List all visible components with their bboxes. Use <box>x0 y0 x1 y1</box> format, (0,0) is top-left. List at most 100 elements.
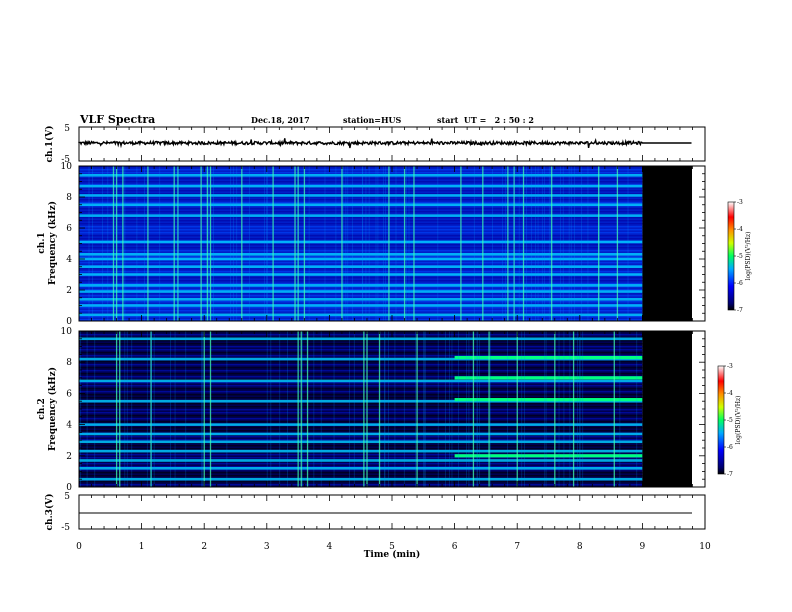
impulse-line <box>206 166 209 321</box>
sferic-line <box>324 166 326 321</box>
sferic-line <box>619 331 621 487</box>
ch2-colorbar: -3 -4 -5 -6 -7 log(PSD)(V²/Hz) <box>717 363 742 478</box>
noise-row <box>79 211 643 213</box>
sferic-line <box>505 166 507 321</box>
x-tick-label: 7 <box>514 542 520 552</box>
ch1-spectrogram-ylabel-channel: ch.1 <box>37 232 47 253</box>
noise-row <box>79 202 643 204</box>
noise-row <box>79 199 643 201</box>
sferic-line <box>177 166 179 321</box>
tone-band <box>79 304 643 307</box>
noise-row <box>79 373 643 375</box>
sferic-line <box>545 331 547 487</box>
impulse-line <box>513 166 515 321</box>
sferic-line <box>287 331 288 487</box>
frequency-tick-label: 0 <box>66 483 72 493</box>
sferic-line <box>249 166 250 321</box>
sferic-line <box>490 331 491 487</box>
noise-row <box>79 256 643 258</box>
impulse-line <box>388 166 390 321</box>
sferic-line <box>449 331 450 487</box>
ch3-waveform-panel: 5 -5 ch.3(V) <box>44 492 706 533</box>
sferic-line <box>353 331 355 487</box>
sferic-line <box>308 166 310 321</box>
noise-row <box>79 193 643 195</box>
sferic-line <box>424 331 426 487</box>
ch1-colorbar-label: log(PSD)(V²/Hz) <box>745 232 752 281</box>
sferic-line <box>362 166 364 321</box>
sferic-line <box>226 331 228 487</box>
sferic-line <box>403 331 405 487</box>
sferic-line <box>170 331 172 487</box>
tone-band <box>79 257 643 261</box>
tone-band <box>79 379 643 383</box>
sferic-line <box>636 331 638 487</box>
noise-row <box>79 445 643 447</box>
impulse-line <box>200 166 202 321</box>
ch1-colorbar-gradient <box>727 201 735 311</box>
sferic-line <box>574 166 575 321</box>
sferic-line <box>230 166 231 321</box>
x-tick-label: 1 <box>139 542 145 552</box>
sferic-line <box>560 166 561 321</box>
noise-row <box>79 394 643 396</box>
noise-row <box>79 172 643 174</box>
noise-row <box>79 382 643 384</box>
sferic-line <box>144 166 145 321</box>
noise-row <box>79 463 643 465</box>
noise-row <box>79 367 643 369</box>
sferic-line <box>266 166 267 321</box>
noise-row <box>79 283 643 285</box>
impulse-line <box>241 166 243 321</box>
impulse-line <box>460 166 462 321</box>
impulse-line <box>551 166 553 321</box>
impulse-line <box>363 331 365 487</box>
impulse-line <box>413 166 415 321</box>
frequency-tick-label: 0 <box>66 317 72 327</box>
sferic-line <box>124 331 126 487</box>
sferic-line <box>345 166 347 321</box>
impulse-line <box>472 331 475 487</box>
tone-band <box>79 399 643 403</box>
x-tick-label: 9 <box>640 542 646 552</box>
noise-row <box>79 271 643 273</box>
sferic-line <box>333 331 335 487</box>
noise-row <box>79 280 643 282</box>
sferic-line <box>146 331 148 487</box>
noise-row <box>79 244 643 246</box>
x-axis-title: Time (min) <box>364 549 421 560</box>
noise-row <box>79 484 643 486</box>
impulse-line <box>482 166 484 321</box>
sferic-line <box>395 166 397 321</box>
colorbar-tick-label: -7 <box>727 471 733 478</box>
sferic-line <box>599 166 601 321</box>
sferic-line <box>279 331 281 487</box>
noise-row <box>79 286 643 288</box>
sferic-line <box>266 331 268 487</box>
x-tick-label: 3 <box>264 542 270 552</box>
sferic-line <box>424 331 425 487</box>
sferic-line <box>174 331 176 487</box>
impulse-line <box>554 331 556 487</box>
no-data-region <box>642 331 692 487</box>
noise-row <box>79 226 643 228</box>
sferic-line <box>445 331 446 487</box>
impulse-line <box>516 331 518 487</box>
noise-row <box>79 238 643 240</box>
sferic-line <box>131 331 133 487</box>
impulse-line <box>303 166 306 321</box>
sferic-line <box>94 331 96 487</box>
noise-row <box>79 436 643 438</box>
sferic-line <box>544 331 546 487</box>
noise-row <box>79 208 643 210</box>
noise-row <box>79 385 643 387</box>
impulse-line <box>366 331 368 487</box>
tone-band <box>79 284 643 287</box>
sferic-line <box>492 166 493 321</box>
sferic-line <box>537 166 539 321</box>
tone-band <box>79 265 643 269</box>
noise-row <box>79 178 643 180</box>
ch1-ytick-top: 5 <box>64 124 70 134</box>
sferic-line <box>406 166 407 321</box>
